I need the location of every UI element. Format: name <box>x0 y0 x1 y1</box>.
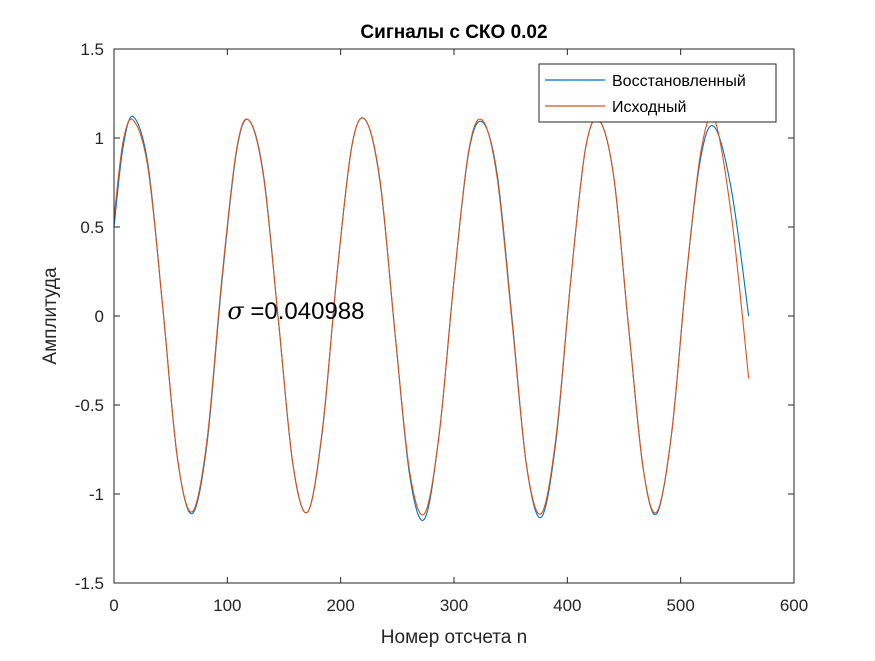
y-tick-label: 0 <box>95 307 104 326</box>
x-tick-label: 200 <box>326 596 354 615</box>
y-tick-label: -0.5 <box>75 396 104 415</box>
x-tick-label: 100 <box>213 596 241 615</box>
y-tick-label: 1 <box>95 129 104 148</box>
sigma-value: =0.040988 <box>244 298 365 325</box>
legend: Восстановленный Исходный <box>538 63 777 123</box>
sigma-symbol: σ <box>227 297 244 325</box>
chart-title: Сигналы с СКО 0.02 <box>360 22 547 43</box>
x-tick-label: 600 <box>780 596 808 615</box>
ticks-layer: 0 100 200 300 400 500 600 -1.5 -1 -0.5 0 0.5 1 1.5 <box>75 40 808 615</box>
x-tick-label: 500 <box>666 596 694 615</box>
legend-box <box>538 63 777 123</box>
y-tick-label: 1.5 <box>80 40 104 59</box>
series-layer <box>113 115 750 521</box>
x-tick-label: 0 <box>109 596 118 615</box>
y-tick-label: -1 <box>89 485 104 504</box>
x-tick-label: 400 <box>553 596 581 615</box>
legend-entry-original: Исходный <box>612 99 686 116</box>
y-axis-label: Амплитуда <box>40 267 61 365</box>
sigma-annotation: σ =0.040988 <box>227 297 364 325</box>
x-tick-label: 300 <box>440 596 468 615</box>
y-tick-label: -1.5 <box>75 574 104 593</box>
x-axis-label: Номер отсчета n <box>381 627 527 648</box>
plot-area <box>114 49 794 583</box>
y-tick-label: 0.5 <box>80 218 104 237</box>
series-line-original <box>113 115 750 516</box>
legend-entry-restored: Восстановленный <box>612 73 746 90</box>
